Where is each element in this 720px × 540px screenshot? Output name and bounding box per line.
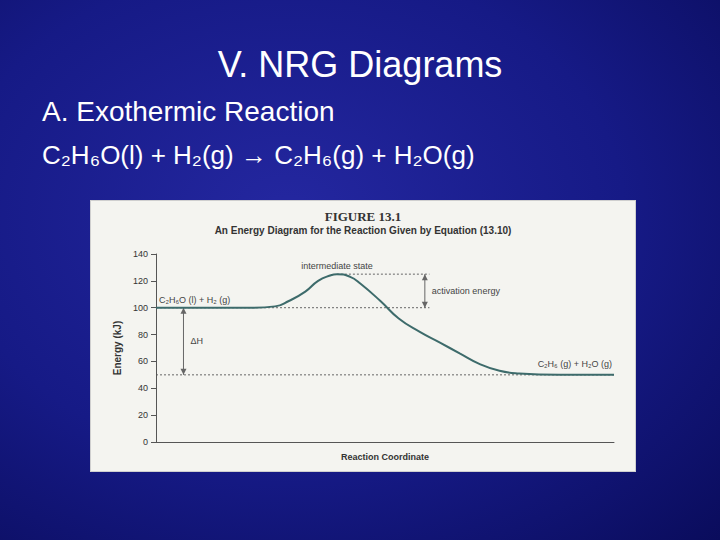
svg-text:Reaction Coordinate: Reaction Coordinate — [341, 452, 429, 462]
svg-text:0: 0 — [143, 437, 148, 447]
svg-text:C₂H₆O (l) + H₂ (g): C₂H₆O (l) + H₂ (g) — [159, 295, 230, 305]
svg-text:140: 140 — [133, 249, 148, 259]
html-text:V. NRG Diagrams: V. NRG Diagrams — [217, 44, 503, 85]
html-text:C₂H₆O(l) + H₂(g) → C₂H₆(g) + H: C₂H₆O(l) + H₂(g) → C₂H₆(g) + H₂O(g) — [42, 140, 475, 170]
svg-text:An Energy Diagram for the Reac: An Energy Diagram for the Reaction Given… — [215, 225, 512, 236]
svg-text:intermediate state: intermediate state — [301, 261, 373, 271]
svg-text:20: 20 — [138, 410, 148, 420]
svg-text:40: 40 — [138, 383, 148, 393]
svg-text:Energy (kJ): Energy (kJ) — [112, 321, 123, 375]
svg-text:80: 80 — [138, 330, 148, 340]
svg-text:100: 100 — [133, 303, 148, 313]
svg-text:FIGURE 13.1: FIGURE 13.1 — [325, 209, 402, 224]
svg-text:ΔH: ΔH — [190, 336, 203, 346]
svg-text:120: 120 — [133, 276, 148, 286]
svg-text:activation energy: activation energy — [432, 286, 501, 296]
svg-text:60: 60 — [138, 356, 148, 366]
html-text:A. Exothermic Reaction: A. Exothermic Reaction — [42, 96, 335, 127]
svg-text:C₂H₆ (g) + H₂O (g): C₂H₆ (g) + H₂O (g) — [538, 359, 612, 369]
